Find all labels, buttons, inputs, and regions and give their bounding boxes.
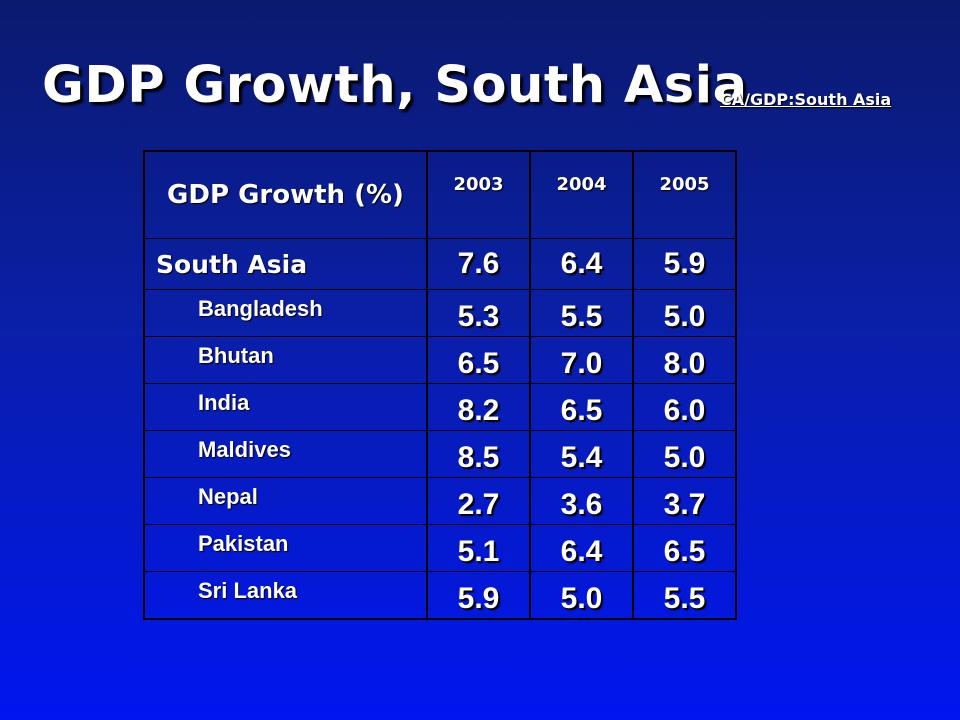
value-cell: 6.0 bbox=[633, 383, 736, 431]
value-cell: 5.1 bbox=[427, 524, 531, 572]
value-cell: 5.0 bbox=[530, 571, 634, 619]
header-year-2005: 2005 bbox=[633, 151, 736, 239]
value-cell: 5.0 bbox=[633, 430, 736, 478]
region-label: South Asia bbox=[144, 238, 428, 290]
value-cell: 8.2 bbox=[427, 383, 531, 431]
value-cell: 6.5 bbox=[427, 336, 531, 384]
value-cell: 6.4 bbox=[530, 238, 634, 290]
gdp-growth-table: GDP Growth (%) 2003 2004 2005 South Asia… bbox=[143, 150, 737, 620]
table-row: Maldives 8.5 5.4 5.0 bbox=[144, 430, 736, 478]
country-label: Sri Lanka bbox=[144, 571, 428, 619]
value-cell: 6.5 bbox=[530, 383, 634, 431]
table-row: Bhutan 6.5 7.0 8.0 bbox=[144, 336, 736, 384]
table-row: Nepal 2.7 3.6 3.7 bbox=[144, 477, 736, 525]
country-label: Bhutan bbox=[144, 336, 428, 384]
value-cell: 3.6 bbox=[530, 477, 634, 525]
country-label: Nepal bbox=[144, 477, 428, 525]
value-cell: 7.6 bbox=[427, 238, 531, 290]
country-label: Maldives bbox=[144, 430, 428, 478]
value-cell: 5.0 bbox=[633, 289, 736, 337]
value-cell: 5.9 bbox=[633, 238, 736, 290]
value-cell: 5.5 bbox=[663, 581, 706, 615]
table-row: Sri Lanka 5.9 5.0 5.5 bbox=[144, 571, 736, 619]
table-row: Bangladesh 5.3 5.5 5.0 bbox=[144, 289, 736, 337]
table-row-south-asia: South Asia 7.6 6.4 5.9 bbox=[144, 238, 736, 290]
value-cell: 5.3 bbox=[427, 289, 531, 337]
country-label: India bbox=[144, 383, 428, 431]
table-header-row: GDP Growth (%) 2003 2004 2005 bbox=[144, 151, 736, 239]
value-cell: 8.0 bbox=[633, 336, 736, 384]
value-cell: 6.4 bbox=[530, 524, 634, 572]
country-label: Pakistan bbox=[144, 524, 428, 572]
value-cell: 5.9 bbox=[427, 571, 531, 619]
table-row: India 8.2 6.5 6.0 bbox=[144, 383, 736, 431]
value-cell: 7.0 bbox=[530, 336, 634, 384]
page-title: GDP Growth, South Asia bbox=[42, 56, 748, 115]
header-year-2004: 2004 bbox=[530, 151, 634, 239]
header-label: GDP Growth (%) bbox=[144, 151, 428, 239]
gdp-south-asia-link[interactable]: CA/GDP:South Asia bbox=[720, 90, 892, 109]
value-cell: 8.5 bbox=[427, 430, 531, 478]
value-cell: 5.4 bbox=[530, 430, 634, 478]
value-cell: 5.5 bbox=[530, 289, 634, 337]
header-year-2003: 2003 bbox=[427, 151, 531, 239]
value-cell: 6.5 bbox=[633, 524, 736, 572]
country-label: Bangladesh bbox=[144, 289, 428, 337]
value-cell: 2.7 bbox=[427, 477, 531, 525]
table-row: Pakistan 5.1 6.4 6.5 bbox=[144, 524, 736, 572]
value-cell: 3.7 bbox=[633, 477, 736, 525]
